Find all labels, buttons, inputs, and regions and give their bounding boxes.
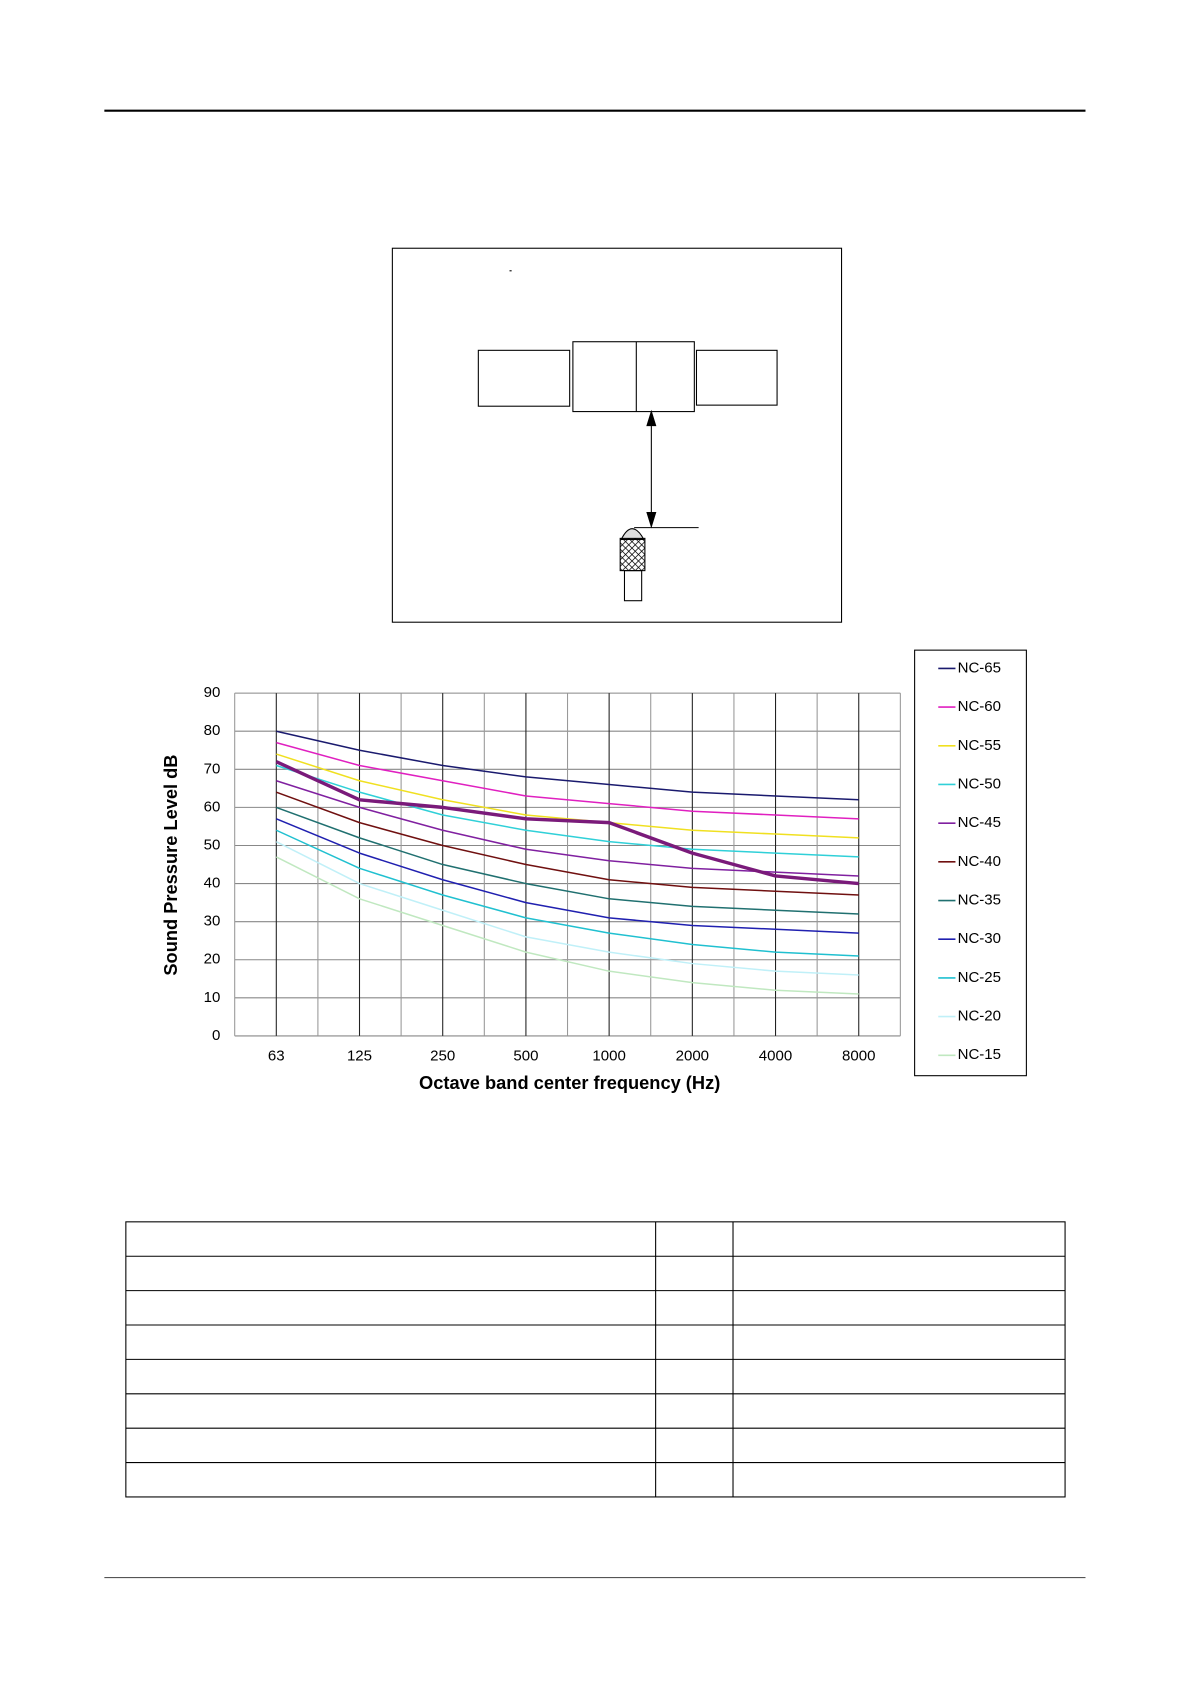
x-axis-title: Octave band center frequency (Hz) [419, 1072, 720, 1093]
y-tick-label: 20 [204, 951, 221, 968]
arrow-heads [646, 409, 657, 529]
test-setup-diagram [391, 247, 843, 623]
x-tick-label: 1000 [592, 1047, 625, 1064]
series-line [276, 753, 859, 839]
series-line [276, 818, 859, 934]
legend-label: NC-25 [958, 969, 1001, 986]
legend-label: NC-40 [958, 853, 1001, 870]
x-tick-label: 2000 [676, 1047, 709, 1064]
diagram-frame [391, 247, 843, 623]
right-duct [695, 349, 778, 406]
series-line [275, 841, 859, 976]
spec-table [125, 1221, 1066, 1498]
x-tick-label: 63 [268, 1047, 285, 1064]
series-line [276, 741, 859, 820]
series-line [276, 764, 859, 858]
series-line [275, 829, 859, 957]
x-tick-label: 500 [513, 1047, 538, 1064]
series-line [276, 791, 859, 896]
legend-label: NC-30 [958, 930, 1001, 947]
left-duct [477, 349, 571, 407]
legend-label: NC-20 [958, 1008, 1001, 1025]
x-tick-label: 4000 [759, 1047, 792, 1064]
y-tick-label: 0 [212, 1027, 220, 1044]
x-tick-label: 8000 [842, 1047, 875, 1064]
legend-label: NC-45 [958, 814, 1001, 831]
mic-stem [623, 570, 643, 602]
y-tick-label: 50 [204, 836, 221, 853]
x-tick-label: 125 [347, 1047, 372, 1064]
y-axis-title: Sound Pressure Level dB [160, 755, 181, 976]
legend-frame [914, 649, 1027, 1077]
x-tick-label: 250 [430, 1047, 455, 1064]
mic-body [619, 537, 646, 572]
legend-label: NC-65 [958, 659, 1001, 676]
legend-label: NC-15 [958, 1046, 1001, 1063]
measured-line [275, 760, 859, 886]
y-tick-label: 80 [204, 722, 221, 739]
nc-chart: 0 10 20 30 40 50 60 70 80 90 63 125 250 500 1000 2000 40… [204, 659, 1001, 1064]
y-tick-label: 60 [204, 798, 221, 815]
unit-body [572, 341, 695, 413]
y-tick-label: 10 [204, 989, 221, 1006]
legend-label: NC-50 [958, 775, 1001, 792]
legend-label: NC-55 [958, 737, 1001, 754]
y-tick-label: 70 [204, 760, 221, 777]
legend-label: NC-35 [958, 891, 1001, 908]
y-tick-label: 40 [204, 875, 221, 892]
y-tick-label: 30 [204, 913, 221, 930]
series-line [276, 806, 859, 915]
legend-label: NC-60 [958, 698, 1001, 715]
series-line [275, 856, 859, 995]
y-tick-label: 90 [204, 684, 221, 701]
mic-head [620, 528, 645, 540]
series-line [276, 730, 859, 801]
